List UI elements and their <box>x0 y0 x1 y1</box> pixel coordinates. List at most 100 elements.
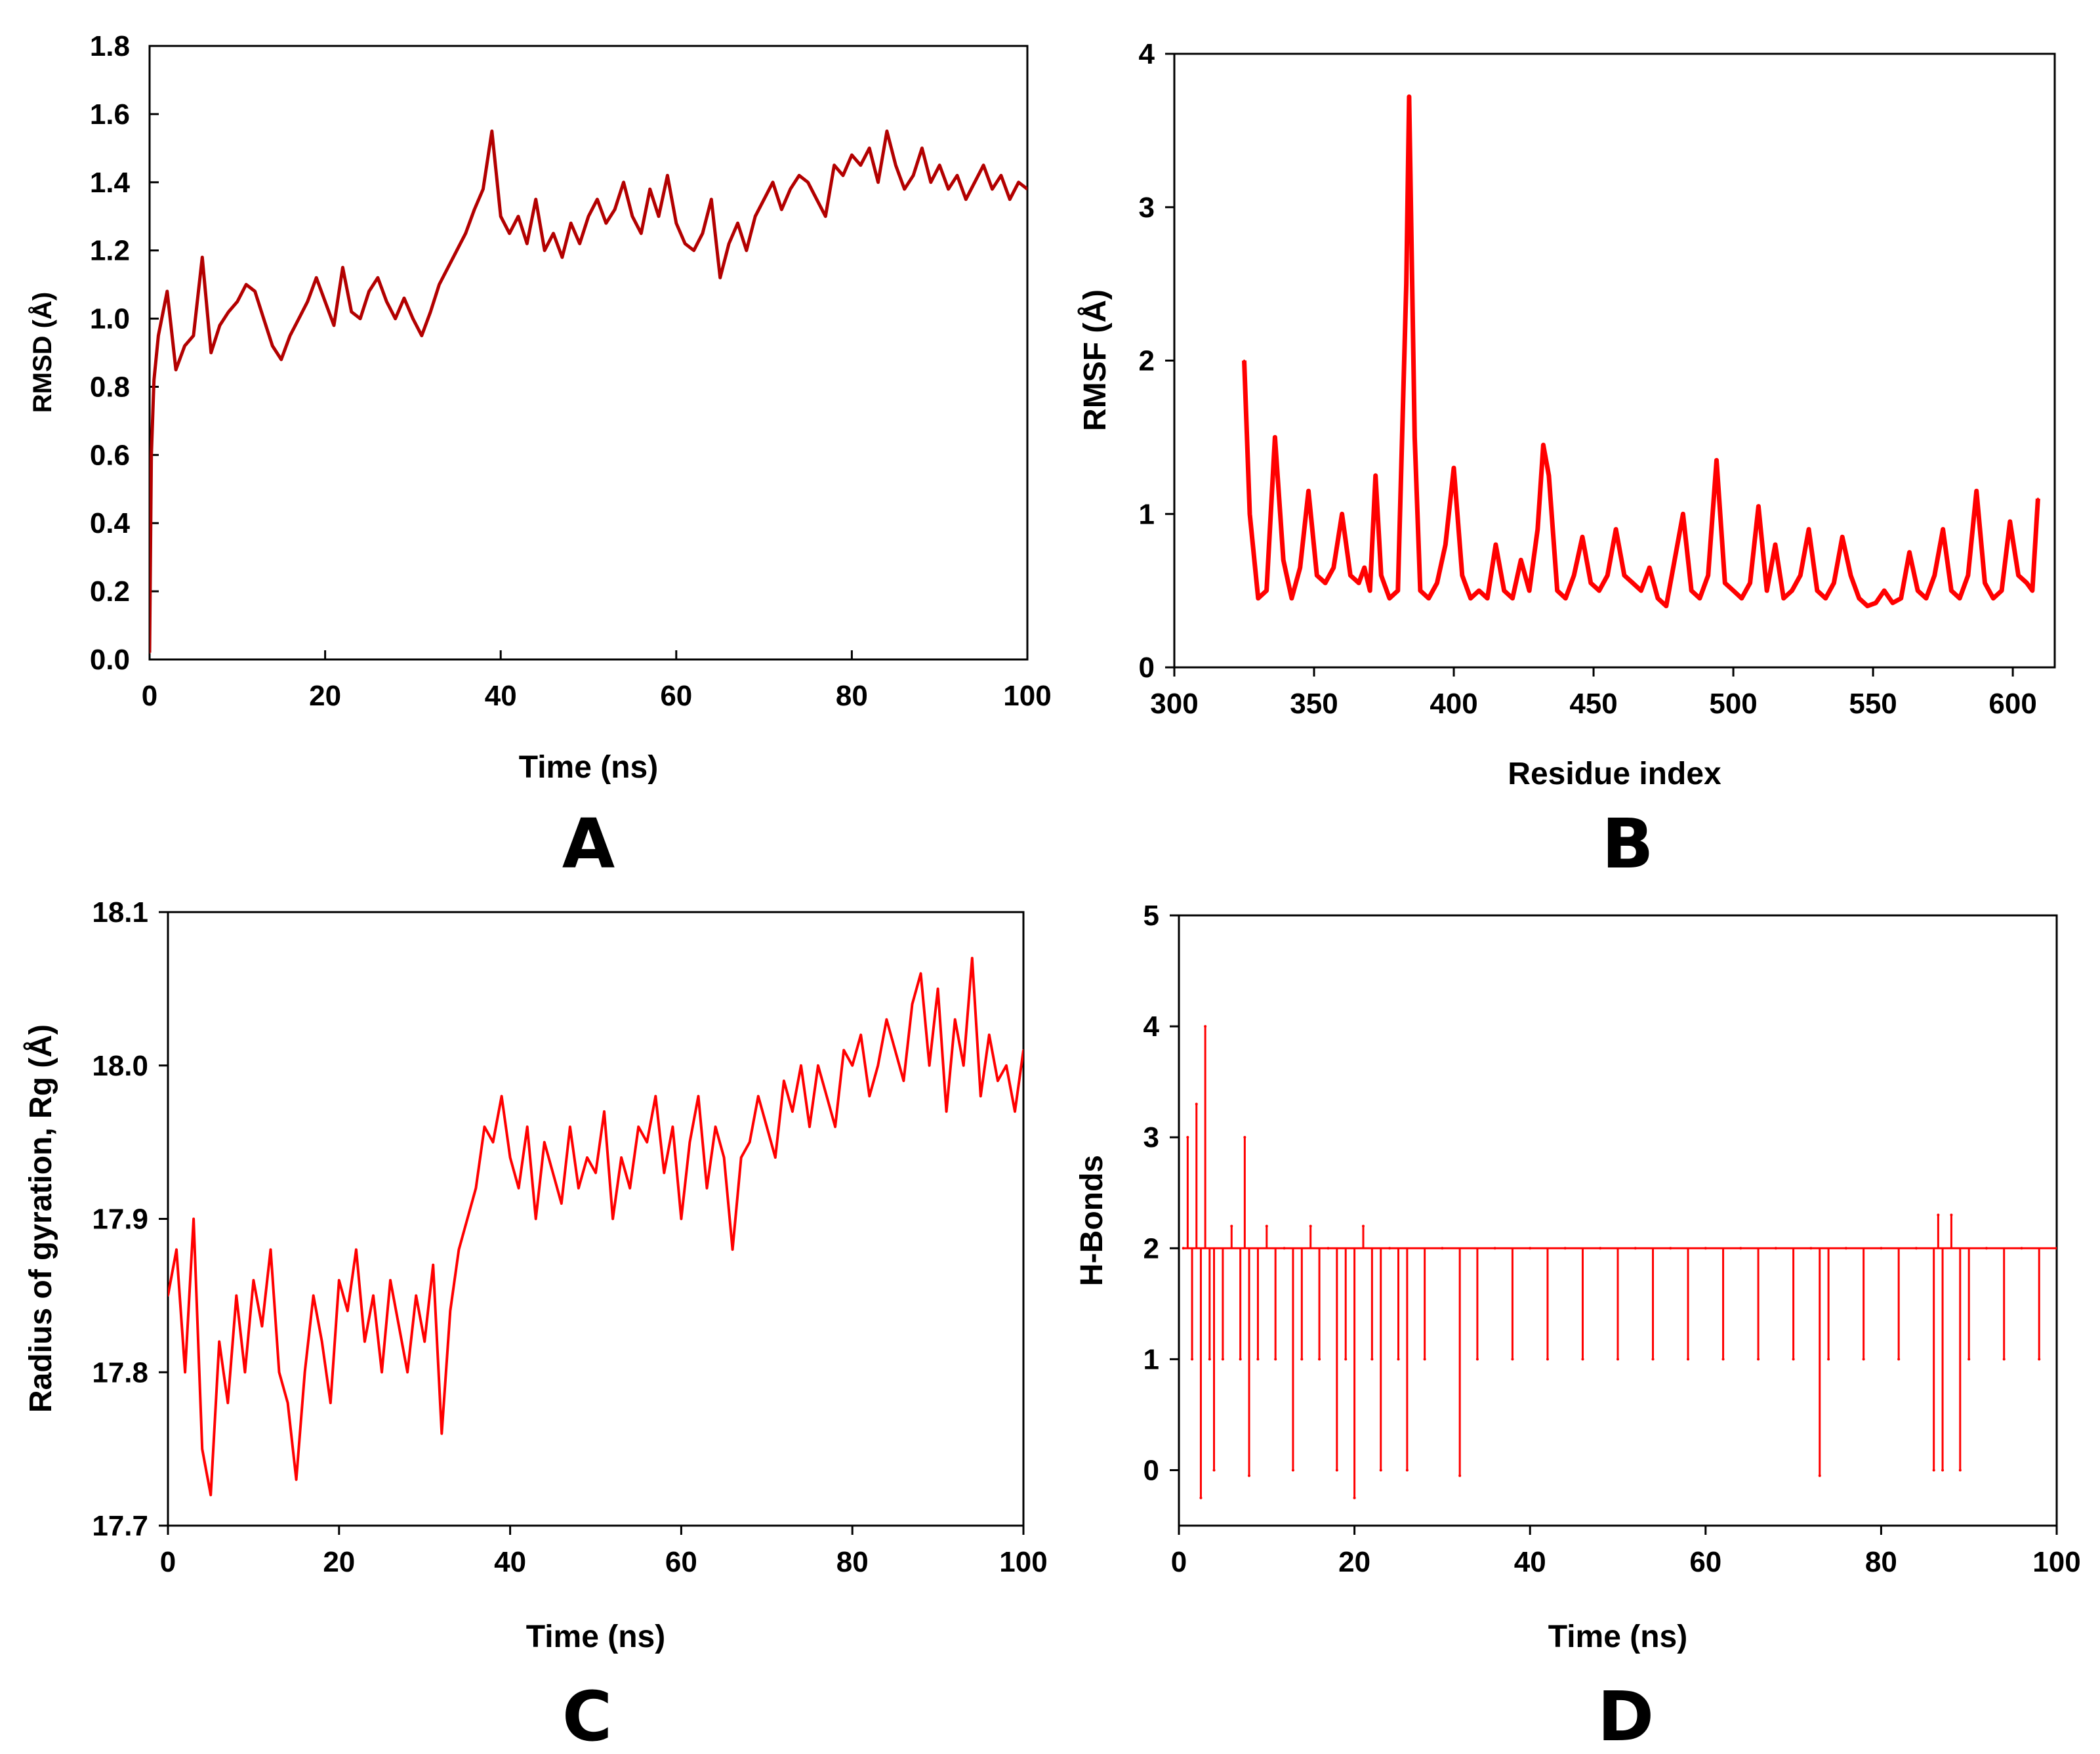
panel-a-point <box>175 368 177 371</box>
panel-d-point <box>1546 1358 1549 1361</box>
panel-a-point <box>938 164 941 167</box>
panel-c-point <box>654 1095 657 1097</box>
panel-d-point <box>1958 1469 1962 1472</box>
panel-a-point <box>210 352 213 354</box>
panel-b-point <box>1942 528 1945 531</box>
panel-a-point <box>192 335 195 337</box>
panel-c-point <box>1022 1049 1023 1051</box>
panel-a-point <box>772 181 774 184</box>
panel-d-point <box>1616 1358 1619 1361</box>
panel-c-point <box>168 1294 169 1297</box>
panel-c-point <box>628 1187 631 1190</box>
panel-a-point <box>1000 174 1002 177</box>
panel-a-point <box>815 198 818 201</box>
panel-b-point <box>1290 597 1293 600</box>
panel-b-point <box>1299 566 1302 569</box>
panel-d-xtick-label: 80 <box>1865 1546 1897 1578</box>
panel-d: 0 20 40 60 80 100 0 1 2 3 4 5 Time (ns) H-Bonds D <box>1075 900 2081 1754</box>
panel-c-point <box>381 1371 383 1373</box>
panel-a-point <box>850 154 853 156</box>
panel-b-xtick-label: 450 <box>1569 688 1617 720</box>
panel-c-point <box>201 1448 203 1450</box>
panel-d-point <box>1248 1474 1251 1477</box>
panel-d-point <box>1423 1358 1426 1361</box>
panel-d-point <box>1985 1247 1988 1250</box>
panel-d-point <box>1265 1224 1268 1228</box>
panel-c-point <box>620 1156 623 1159</box>
panel-c-point <box>962 1064 965 1067</box>
panel-a-point <box>991 188 993 190</box>
panel-a-point <box>587 215 590 218</box>
panel-c-point <box>740 1156 743 1159</box>
panel-a-point <box>657 215 660 218</box>
panel-d-point <box>1862 1358 1865 1361</box>
panel-a-point <box>368 290 370 293</box>
panel-d-point <box>1327 1247 1330 1250</box>
panel-b-point <box>2009 520 2011 523</box>
panel-c-point <box>474 1187 477 1190</box>
panel-c-point <box>440 1432 443 1435</box>
panel-b-point <box>1648 566 1651 569</box>
panel-b-point <box>1461 574 1464 577</box>
panel-a-point <box>525 242 528 245</box>
panel-a-ylabel: RMSD (Å) <box>28 292 57 413</box>
panel-d-point <box>1335 1469 1338 1472</box>
panel-a-xtick-label: 0 <box>142 680 157 712</box>
panel-a-point <box>666 174 669 177</box>
panel-a-point <box>218 324 221 327</box>
panel-a-ytick-label: 0.4 <box>90 507 131 539</box>
panel-b-ytick-label: 0 <box>1139 652 1155 684</box>
panel-d-point <box>1388 1247 1391 1250</box>
panel-a-point <box>763 198 766 201</box>
panel-b-point <box>1519 558 1522 561</box>
panel-b-point <box>1765 589 1768 592</box>
panel-c-point <box>543 1141 546 1144</box>
panel-a-ytick-label: 1.6 <box>90 98 130 131</box>
panel-d-ytick-label: 0 <box>1143 1454 1159 1486</box>
panel-d-point <box>1195 1102 1198 1106</box>
panel-c-ytick-label: 17.7 <box>92 1510 148 1542</box>
panel-b-point <box>1405 283 1408 285</box>
panel-d-point <box>1221 1358 1224 1361</box>
panel-c-point <box>226 1402 229 1404</box>
panel-c-point <box>971 957 974 959</box>
panel-d-point <box>1208 1358 1211 1361</box>
panel-c-point <box>518 1187 520 1190</box>
panel-b-point <box>1590 581 1592 584</box>
panel-c-point <box>466 1218 468 1220</box>
panel-d-point <box>1687 1358 1690 1361</box>
panel-c-point <box>774 1156 777 1159</box>
panel-b-point <box>1900 597 1903 600</box>
panel-a-point <box>710 198 712 201</box>
panel-d-ytick-label: 3 <box>1143 1121 1159 1154</box>
panel-c-data: 0 20 40 60 80 100 17.7 17.8 17.9 18.0 18.1 <box>92 896 1047 1578</box>
panel-a-ytick-label: 1.8 <box>90 30 130 62</box>
panel-c-point <box>714 1125 717 1128</box>
panel-b-point <box>1282 558 1285 561</box>
panel-c-point <box>526 1125 529 1128</box>
panel-a-point <box>920 147 923 150</box>
panel-a-point <box>499 215 502 218</box>
panel-c-point <box>569 1125 571 1128</box>
panel-c-point <box>731 1248 734 1251</box>
panel-b-point <box>1528 589 1531 592</box>
panel-b-point <box>1841 535 1843 538</box>
panel-a-point <box>166 290 169 293</box>
panel-b-point <box>1925 597 1927 600</box>
panel-c-point <box>611 1218 614 1220</box>
panel-a-point <box>455 249 458 252</box>
panel-a-point <box>859 164 862 167</box>
panel-c-xtick-label: 60 <box>665 1546 697 1578</box>
panel-a-xlabel: Time (ns) <box>519 750 658 785</box>
panel-b-point <box>1832 581 1835 584</box>
panel-c-point <box>535 1218 537 1220</box>
panel-d-point <box>1309 1224 1312 1228</box>
panel-a-point <box>411 318 414 320</box>
panel-d-point <box>1739 1247 1742 1250</box>
panel-a-point <box>903 188 906 190</box>
panel-a-point <box>333 324 335 327</box>
panel-a: 0 20 40 60 80 100 0.0 0.2 0.4 0.6 0.8 1.0 1.2 1.4 1.6 1… <box>28 30 1052 884</box>
panel-b-point <box>1369 589 1371 592</box>
panel-d-point <box>1204 1025 1207 1028</box>
panel-b-point <box>1598 589 1601 592</box>
